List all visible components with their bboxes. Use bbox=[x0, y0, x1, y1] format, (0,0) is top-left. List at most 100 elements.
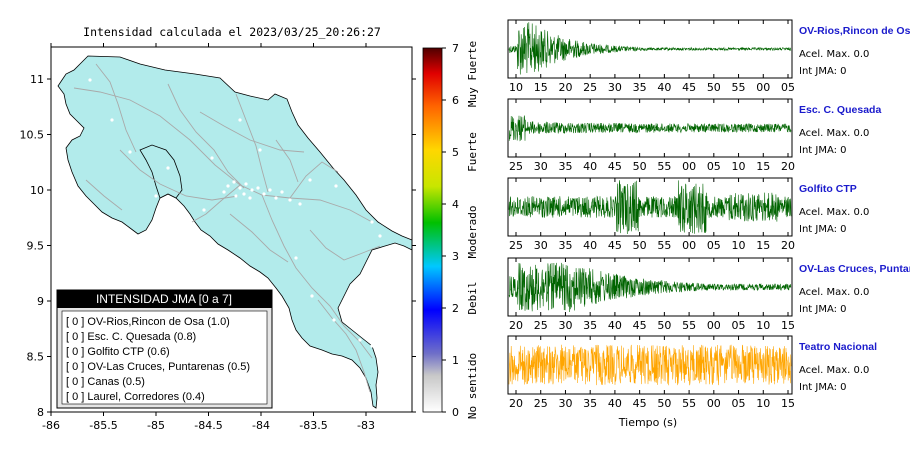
map-x-axis: -86 -85.5 -85 -84.5 -84 -83.5 -83 bbox=[42, 43, 375, 432]
station-int-jma: Int JMA: 0 bbox=[799, 145, 847, 156]
wave-tick-label: 50 bbox=[633, 160, 647, 173]
wave-tick-label: 15 bbox=[756, 160, 770, 173]
cb-tick-label: 7 bbox=[452, 42, 459, 55]
legend-item: [ 0 ] Esc. C. Quesada (0.8) bbox=[66, 331, 196, 343]
wave-tick-label: 20 bbox=[509, 319, 523, 332]
wave-tick-label: 10 bbox=[756, 319, 770, 332]
x-tick-label: -85 bbox=[147, 419, 165, 432]
wave-tick-label: 25 bbox=[509, 160, 523, 173]
cb-label-no-sentido: No sentido bbox=[466, 353, 479, 419]
wave-tick-label: 20 bbox=[558, 81, 572, 94]
cb-tick-label: 0 bbox=[452, 406, 459, 419]
x-tick-label: -84 bbox=[252, 419, 270, 432]
wave-tick-label: 25 bbox=[534, 397, 548, 410]
waveform-trace bbox=[508, 180, 792, 235]
y-tick-label: 9.5 bbox=[27, 240, 45, 253]
wave-tick-label: 00 bbox=[682, 239, 696, 252]
station-acel-max: Acel. Max. 0.0 bbox=[799, 207, 869, 218]
wave-tick-label: 10 bbox=[732, 160, 746, 173]
station-name: OV-Las Cruces, Puntarenas bbox=[799, 263, 910, 275]
wave-tick-label: 25 bbox=[509, 239, 523, 252]
wave-tick-label: 50 bbox=[657, 397, 671, 410]
road-network bbox=[73, 63, 381, 393]
station-int-jma: Int JMA: 0 bbox=[799, 304, 847, 315]
wave-tick-label: 40 bbox=[608, 319, 622, 332]
waveform-panel: 25 30 35 40 45 50 55 00 05 10 15 20 Esc. C. Quesada A… bbox=[507, 98, 881, 173]
y-tick-label: 9 bbox=[37, 295, 44, 308]
colorbar-category-labels: No sentido Debil Moderado Fuerte Muy Fue… bbox=[466, 41, 479, 419]
wave-tick-label: 55 bbox=[732, 81, 746, 94]
wave-tick-label: 15 bbox=[781, 397, 795, 410]
station-markers bbox=[88, 78, 382, 348]
wave-tick-label: 20 bbox=[781, 160, 795, 173]
waveform-trace bbox=[508, 262, 792, 313]
wave-tick-label: 05 bbox=[707, 160, 721, 173]
legend-item: [ 0 ] Golfito CTP (0.6) bbox=[66, 346, 170, 358]
x-tick-label: -83 bbox=[357, 419, 375, 432]
y-tick-label: 10 bbox=[30, 184, 44, 197]
cb-tick-label: 6 bbox=[452, 94, 459, 107]
wave-tick-label: 05 bbox=[732, 397, 746, 410]
map-y-axis: 11 10.5 10 9.5 9 8.5 8 bbox=[20, 73, 416, 419]
wave-tick-label: 40 bbox=[583, 239, 597, 252]
wave-tick-label: 25 bbox=[583, 81, 597, 94]
waveform-trace bbox=[508, 115, 792, 142]
wave-tick-label: 35 bbox=[583, 319, 597, 332]
wave-tick-label: 35 bbox=[558, 160, 572, 173]
costa-rica-landmass bbox=[57, 55, 413, 409]
colorbar-ticks: 0 1 2 3 4 5 6 7 bbox=[442, 42, 459, 419]
wave-tick-label: 45 bbox=[682, 81, 696, 94]
legend-title: INTENSIDAD JMA [0 a 7] bbox=[96, 292, 232, 306]
waveform-panel: 10 15 20 25 30 35 40 45 50 55 00 05 OV-Rios,Rincon d… bbox=[507, 19, 910, 94]
wave-tick-label: 00 bbox=[707, 397, 721, 410]
y-tick-label: 8 bbox=[37, 406, 44, 419]
wave-tick-label: 15 bbox=[781, 319, 795, 332]
wave-tick-label: 30 bbox=[608, 81, 622, 94]
station-acel-max: Acel. Max. 0.0 bbox=[799, 128, 869, 139]
wave-tick-label: 05 bbox=[707, 239, 721, 252]
wave-tick-label: 35 bbox=[633, 81, 647, 94]
wave-tick-label: 45 bbox=[608, 239, 622, 252]
legend-item: [ 0 ] OV-Rios,Rincon de Osa (1.0) bbox=[66, 316, 230, 328]
cb-tick-label: 3 bbox=[452, 250, 459, 263]
station-name: Teatro Nacional bbox=[799, 341, 877, 353]
wave-tick-label: 20 bbox=[781, 239, 795, 252]
wave-tick-label: 25 bbox=[534, 319, 548, 332]
station-acel-max: Acel. Max. 0.0 bbox=[799, 365, 869, 376]
station-name: Esc. C. Quesada bbox=[799, 104, 881, 116]
legend-item: [ 0 ] Laurel, Corredores (0.4) bbox=[66, 391, 205, 403]
wave-tick-label: 15 bbox=[534, 81, 548, 94]
wave-tick-label: 40 bbox=[583, 160, 597, 173]
wave-tick-label: 45 bbox=[633, 319, 647, 332]
wave-tick-label: 30 bbox=[558, 319, 572, 332]
cb-tick-label: 2 bbox=[452, 302, 459, 315]
station-int-jma: Int JMA: 0 bbox=[799, 224, 847, 235]
wave-tick-label: 50 bbox=[633, 239, 647, 252]
wave-tick-label: 55 bbox=[657, 239, 671, 252]
waveform-trace bbox=[508, 22, 792, 75]
wave-tick-label: 45 bbox=[633, 397, 647, 410]
wave-tick-label: 35 bbox=[558, 239, 572, 252]
x-axis-label: Tiempo (s) bbox=[618, 416, 677, 429]
wave-tick-label: 10 bbox=[509, 81, 523, 94]
waveform-panel: 20 25 30 35 40 45 50 55 00 05 10 15 OV-Las Cruces, P… bbox=[507, 257, 910, 332]
x-tick-label: -83.5 bbox=[299, 419, 327, 432]
wave-tick-label: 05 bbox=[732, 319, 746, 332]
intensity-colorbar bbox=[422, 47, 443, 413]
station-int-jma: Int JMA: 0 bbox=[799, 66, 847, 77]
waveform-panel: 25 30 35 40 45 50 55 00 05 10 15 20 Golfito CTP Acel.… bbox=[507, 177, 869, 252]
legend-item: [ 0 ] OV-Las Cruces, Puntarenas (0.5) bbox=[66, 361, 250, 373]
waveform-panel: 20 25 30 35 40 45 50 55 00 05 10 15 Teatro Nacional A… bbox=[507, 335, 877, 410]
wave-tick-label: 20 bbox=[509, 397, 523, 410]
wave-tick-label: 10 bbox=[756, 397, 770, 410]
y-tick-label: 10.5 bbox=[20, 129, 45, 142]
cb-tick-label: 4 bbox=[452, 198, 459, 211]
cb-tick-label: 1 bbox=[452, 354, 459, 367]
intensity-legend: INTENSIDAD JMA [0 a 7] [ 0 ] OV-Rios,Rin… bbox=[56, 289, 273, 409]
station-acel-max: Acel. Max. 0.0 bbox=[799, 287, 869, 298]
cb-label-moderado: Moderado bbox=[466, 206, 479, 259]
wave-tick-label: 00 bbox=[756, 81, 770, 94]
x-tick-label: -84.5 bbox=[194, 419, 222, 432]
wave-tick-label: 50 bbox=[657, 319, 671, 332]
